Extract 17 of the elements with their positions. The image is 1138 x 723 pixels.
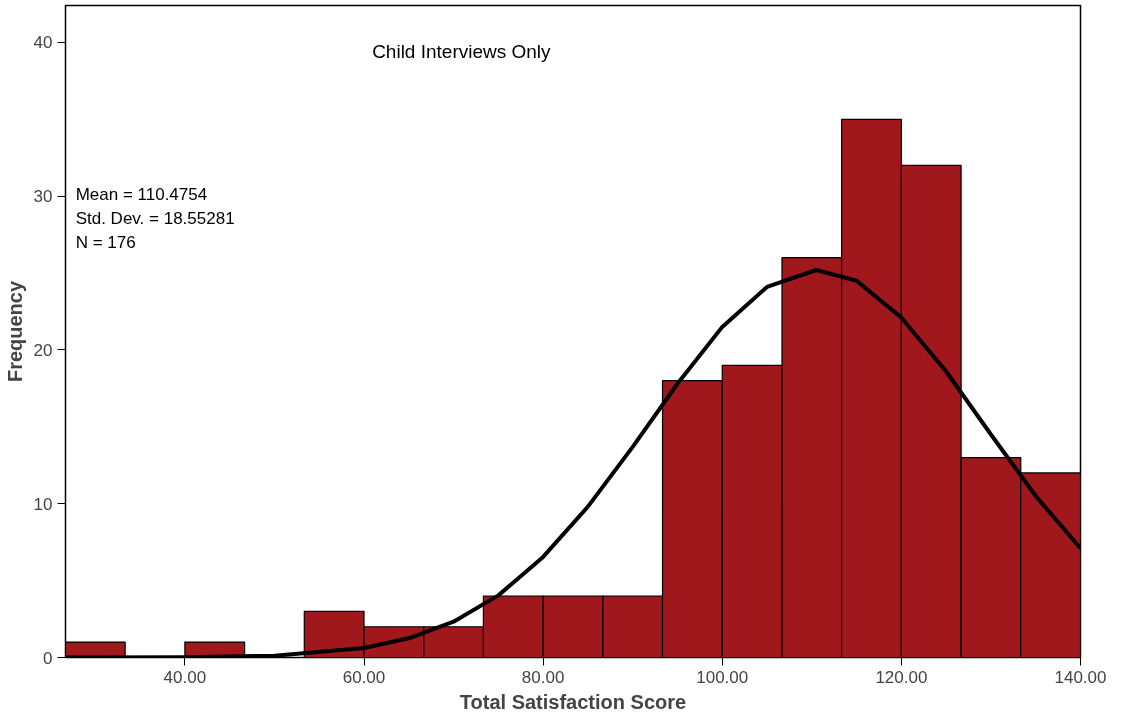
- y-axis-title: Frequency: [3, 280, 26, 383]
- x-tick-label: 100.00: [696, 667, 749, 687]
- annotation: Mean = 110.4754: [75, 185, 208, 205]
- annotation: Std. Dev. = 18.55281: [75, 209, 235, 229]
- x-tick-label: 60.00: [342, 667, 386, 687]
- y-tick-label: 20: [33, 340, 53, 360]
- y-tick-label: 40: [33, 33, 53, 53]
- y-tick-label: 30: [33, 187, 53, 207]
- x-tick-label: 120.00: [875, 667, 928, 687]
- x-tick-label: 80.00: [521, 667, 565, 687]
- x-tick-label: 40.00: [163, 667, 207, 687]
- annotation: N = 176: [75, 233, 136, 253]
- x-axis-title: Total Satisfaction Score: [459, 690, 687, 713]
- y-tick-label: 10: [33, 494, 53, 514]
- x-tick-label: 140.00: [1054, 667, 1107, 687]
- y-tick-label: 0: [43, 648, 53, 668]
- annotation: Child Interviews Only: [372, 40, 552, 62]
